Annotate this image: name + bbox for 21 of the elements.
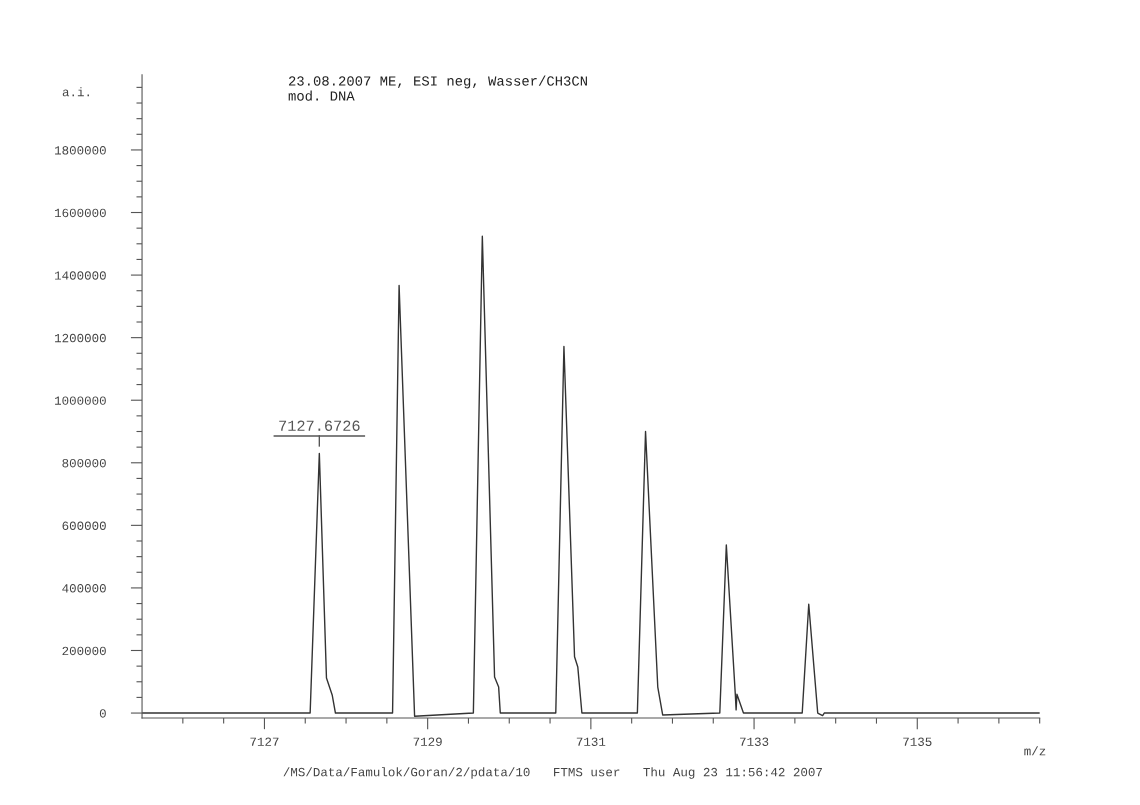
y-tick-label: 1200000 bbox=[55, 333, 106, 343]
y-tick-label: 400000 bbox=[62, 584, 106, 593]
x-tick-label: 7135 bbox=[903, 737, 932, 746]
y-tick-label: 1000000 bbox=[55, 396, 106, 405]
x-tick-label: 7133 bbox=[740, 737, 769, 746]
text: mod. DNA bbox=[288, 90, 355, 101]
x-tick-label: 7131 bbox=[576, 737, 606, 746]
x-tick-label: 7129 bbox=[413, 737, 442, 746]
annotation: 7127.6726 bbox=[279, 420, 360, 431]
chart-title: 23.08.2007 ME, ESI neg, Wasser/CH3CN bbox=[288, 75, 587, 89]
y-tick-label: 0 bbox=[99, 709, 106, 718]
x-tick-label: 7127 bbox=[250, 737, 279, 746]
x-axis-title: m/z bbox=[1024, 746, 1046, 756]
y-tick-label: 200000 bbox=[62, 646, 106, 656]
y-tick-label: 800000 bbox=[62, 458, 106, 468]
y-axis-title: a.i. bbox=[62, 87, 89, 97]
text: /MS/Data/Famulok/Goran/2/pdata/10 FTMS user Thu Aug 23 11:56:42 2007 bbox=[283, 767, 822, 779]
y-tick-label: 600000 bbox=[62, 521, 106, 530]
y-tick-label: 1400000 bbox=[55, 271, 106, 280]
y-tick-label: 1800000 bbox=[55, 146, 106, 155]
y-tick-label: 1600000 bbox=[55, 208, 106, 218]
